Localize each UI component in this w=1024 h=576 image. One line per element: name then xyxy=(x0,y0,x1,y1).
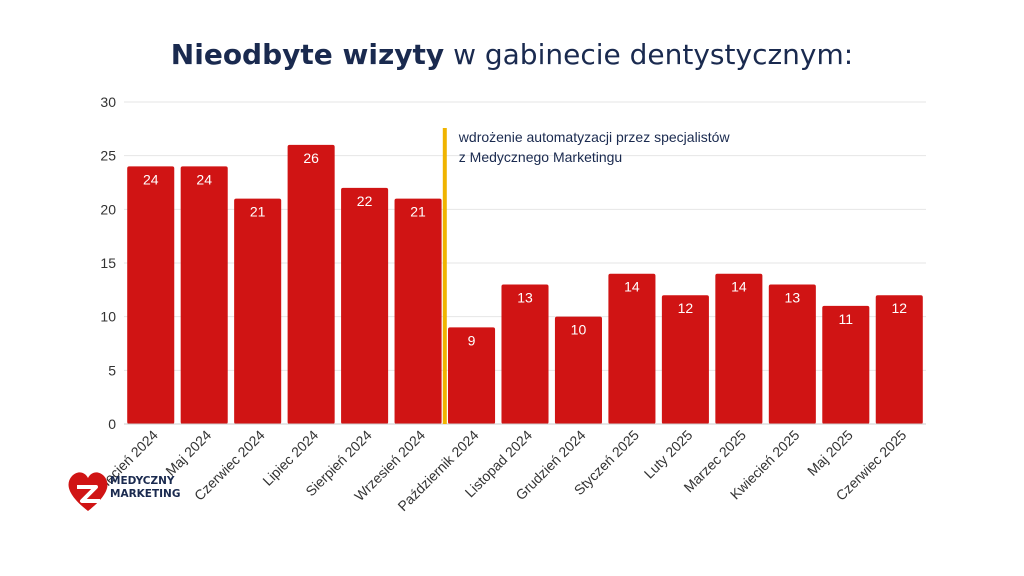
bar xyxy=(448,327,496,424)
y-tick-label: 5 xyxy=(108,362,116,378)
heart-logo-icon xyxy=(68,472,108,511)
data-label: 11 xyxy=(839,311,854,327)
logo: MEDYCZNY MARKETING xyxy=(66,467,196,517)
y-tick-label: 15 xyxy=(100,255,116,271)
bar xyxy=(715,273,763,424)
bar xyxy=(234,198,282,424)
chart-title-bold: Nieodbyte wizyty xyxy=(170,38,445,71)
bar xyxy=(875,295,923,424)
data-label: 24 xyxy=(143,171,159,187)
data-label: 22 xyxy=(357,193,373,209)
bar xyxy=(768,284,816,424)
bar xyxy=(608,273,656,424)
data-label: 21 xyxy=(410,204,426,220)
x-tick-label: Maj 2025 xyxy=(804,427,856,479)
logo-text: MEDYCZNY MARKETING xyxy=(110,475,180,501)
data-label: 10 xyxy=(571,322,587,338)
bar xyxy=(554,316,602,424)
data-label: 26 xyxy=(303,150,319,166)
bar xyxy=(822,305,870,424)
y-tick-label: 25 xyxy=(100,148,116,164)
bar xyxy=(341,187,389,424)
logo-line-1: MEDYCZNY xyxy=(110,475,175,487)
bar xyxy=(394,198,442,424)
data-label: 9 xyxy=(468,332,476,348)
data-label: 14 xyxy=(731,279,747,295)
x-tick-label: Luty 2025 xyxy=(641,427,696,482)
y-tick-label: 30 xyxy=(100,94,116,110)
data-label: 24 xyxy=(196,171,212,187)
marker-label: wdrożenie automatyzacji przez specjalist… xyxy=(458,129,731,145)
chart-title-rest: w gabinecie dentystycznym: xyxy=(453,38,854,71)
y-tick-label: 10 xyxy=(100,309,116,325)
data-label: 14 xyxy=(624,279,640,295)
data-label: 21 xyxy=(250,204,266,220)
data-label: 12 xyxy=(678,300,694,316)
logo-line-2: MARKETING xyxy=(110,488,181,500)
y-tick-label: 20 xyxy=(100,201,116,217)
bar xyxy=(127,166,175,424)
chart-title: Nieodbyte wizyty w gabinecie dentystyczn… xyxy=(0,38,1024,71)
marker-label: z Medycznego Marketingu xyxy=(459,149,622,165)
data-label: 13 xyxy=(517,289,533,305)
bar xyxy=(287,144,335,424)
data-label: 12 xyxy=(891,300,907,316)
data-label: 13 xyxy=(785,289,801,305)
y-tick-label: 0 xyxy=(108,416,116,432)
bar xyxy=(501,284,549,424)
bar xyxy=(661,295,709,424)
bar xyxy=(180,166,228,424)
